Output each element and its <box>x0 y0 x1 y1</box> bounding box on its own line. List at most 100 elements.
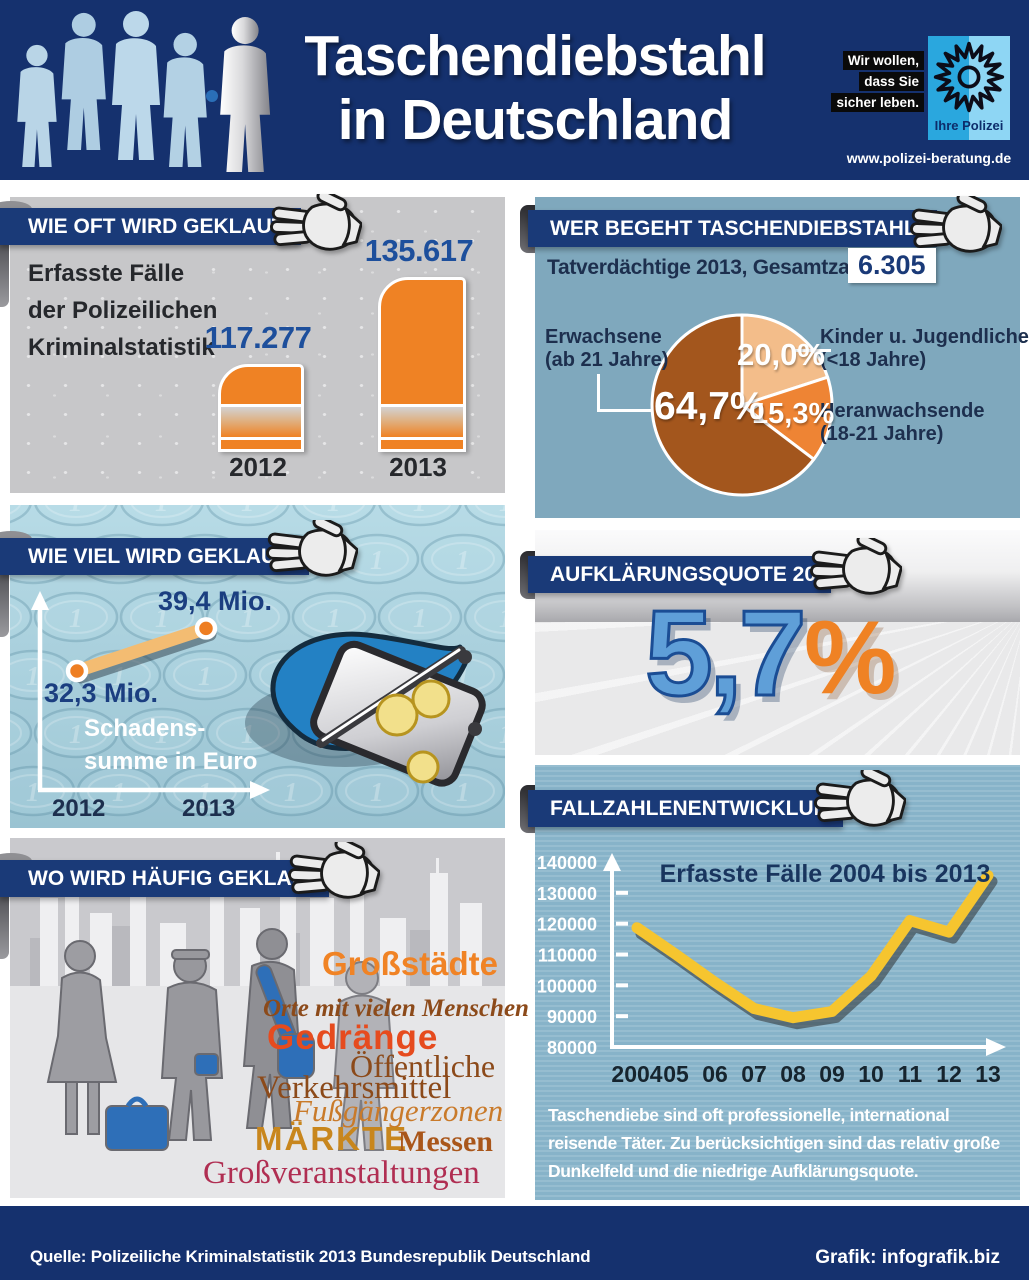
where-word: Verkehrsmittel <box>257 1070 452 1106</box>
subtitle-line: der Polizeilichen <box>28 297 218 324</box>
y-tick-label: 120000 <box>537 915 597 935</box>
leader-line <box>793 349 831 352</box>
y-tick-label: 80000 <box>547 1038 597 1058</box>
x-tick-label: 2004 <box>611 1061 662 1087</box>
damage-value-label: 32,3 Mio. <box>44 678 159 708</box>
where-word: Fußgängerzonen <box>293 1093 504 1128</box>
pie-label-teens: Heranwachsende (18-21 Jahre) <box>820 400 985 445</box>
page-title-line1: Taschendiebstahl <box>304 24 766 88</box>
slogan-line: dass Sie <box>859 72 924 91</box>
footer-bar <box>0 1206 1029 1280</box>
trend-note: Taschendiebe sind oft professionelle, in… <box>548 1105 1000 1181</box>
ribbon-curl <box>0 575 9 637</box>
svg-text:1: 1 <box>370 777 384 807</box>
pickpocket-hand-icon <box>810 538 902 595</box>
svg-text:1: 1 <box>155 603 169 633</box>
bar-category-label: 2013 <box>389 452 447 482</box>
section-trend <box>535 765 1020 1200</box>
source-note: Quelle: Polizeiliche Kriminalstatistik 2… <box>30 1247 591 1266</box>
pie-label-adults: Erwachsene (ab 21 Jahre) <box>545 326 669 371</box>
suspects-pie-chart <box>650 313 834 497</box>
x-tick-label: 07 <box>741 1061 767 1087</box>
police-star-icon <box>933 41 1005 113</box>
pie-slice-value: 64,7% <box>654 385 765 428</box>
svg-text:1: 1 <box>69 603 83 633</box>
x-tick-label: 06 <box>702 1061 728 1087</box>
svg-text:1: 1 <box>198 661 212 691</box>
svg-text:1: 1 <box>370 545 384 575</box>
pie-lead-label: Tatverdächtige 2013, Gesamtzahl: <box>547 256 875 279</box>
wallet-icon <box>245 631 486 787</box>
leader-line <box>597 374 600 412</box>
y-tick-label: 110000 <box>538 946 597 966</box>
svg-text:1: 1 <box>327 505 341 517</box>
police-url[interactable]: www.polizei-beratung.de <box>846 150 1012 166</box>
subtitle-line: Erfasste Fälle <box>28 260 185 287</box>
where-word: Orte mit vielen Menschen <box>263 995 529 1022</box>
svg-text:1: 1 <box>155 719 169 749</box>
svg-text:1: 1 <box>413 603 427 633</box>
y-tick-label: 100000 <box>537 976 597 996</box>
police-brand: Ihre Polizei <box>934 118 1004 133</box>
bar <box>218 364 304 452</box>
pie-label-kids: Kinder u. Jugendliche (<18 Jahre) <box>820 326 1029 371</box>
city-skyline-icon <box>10 838 505 1198</box>
police-slogan: Wir wollen, dass Sie sicher leben. <box>822 50 924 113</box>
where-word: MÄRKTE <box>255 1120 409 1157</box>
section-title-trend: FALLZAHLENENTWICKLUNG <box>528 790 845 827</box>
svg-text:1: 1 <box>69 719 83 749</box>
total-suspects-badge: 6.305 <box>848 248 936 283</box>
section-title-who: WER BEGEHT TASCHENDIEBSTAHL? <box>528 210 937 247</box>
clearance-rate-value: 5,7 <box>644 585 809 721</box>
section-title-how-much: WIE VIEL WIRD GEKLAUT? <box>0 538 309 575</box>
where-word-cloud: Großstädte Orte mit vielen Menschen Gedrän… <box>10 838 529 1198</box>
svg-text:1: 1 <box>112 661 126 691</box>
where-word: Messen <box>398 1125 493 1158</box>
svg-text:1: 1 <box>456 777 470 807</box>
x-tick-label: 11 <box>898 1061 923 1087</box>
svg-text:1: 1 <box>499 505 505 517</box>
svg-text:1: 1 <box>69 505 83 517</box>
where-word: Gedränge <box>267 1018 439 1057</box>
page-title: Taschendiebstahl in Deutschland <box>250 24 820 152</box>
y-tick-label: 140000 <box>537 853 597 873</box>
where-word: Öffentliche <box>350 1048 496 1084</box>
subtitle-line: Kriminalstatistik <box>28 334 215 361</box>
percent-sign: % <box>804 600 897 716</box>
svg-text:1: 1 <box>284 777 298 807</box>
damage-value-label: 39,4 Mio. <box>158 586 273 616</box>
damage-category-label: 2012 <box>52 795 106 822</box>
x-tick-label: 05 <box>663 1061 689 1087</box>
where-word: Großveranstaltungen <box>203 1155 480 1191</box>
damage-axis-note: Schadens- summe in Euro <box>84 715 258 775</box>
section-title-how-often: WIE OFT WIRD GEKLAUT? <box>0 208 301 245</box>
section-title-where: WO WIRD HÄUFIG GEKLAUT? <box>0 860 332 897</box>
bar-value-label: 117.277 <box>204 320 312 355</box>
trend-chart-title: Erfasste Fälle 2004 bis 2013 <box>659 860 991 888</box>
svg-text:1: 1 <box>241 505 255 517</box>
svg-text:1: 1 <box>413 505 427 517</box>
svg-text:1: 1 <box>499 603 505 633</box>
x-tick-label: 08 <box>780 1061 806 1087</box>
y-tick-label: 130000 <box>537 884 597 904</box>
svg-text:1: 1 <box>241 719 255 749</box>
page-title-line2: in Deutschland <box>337 88 734 152</box>
pie-slice-value: 20,0% <box>737 337 825 372</box>
pedestrians-icon <box>46 928 396 1151</box>
pie-slice-value: 15,3% <box>752 398 835 430</box>
svg-text:1: 1 <box>456 545 470 575</box>
svg-text:1: 1 <box>155 505 169 517</box>
y-tick-label: 90000 <box>547 1007 597 1027</box>
bar <box>378 277 466 452</box>
svg-text:1: 1 <box>499 719 505 749</box>
leader-line <box>599 409 653 412</box>
bar-chart-subtitle: Erfasste Fälle der Polizeilichen Krimina… <box>28 255 217 366</box>
where-word: Großstädte <box>322 945 499 982</box>
x-tick-label: 13 <box>975 1061 1001 1087</box>
credit-note[interactable]: Grafik: infografik.biz <box>815 1247 1000 1268</box>
bar-value-label: 135.617 <box>364 233 474 268</box>
damage-line-chart <box>31 591 270 799</box>
cases-trend-chart: 140000 130000 120000 110000 100000 90000 80000… <box>537 853 1006 1087</box>
x-tick-label: 10 <box>858 1061 884 1087</box>
